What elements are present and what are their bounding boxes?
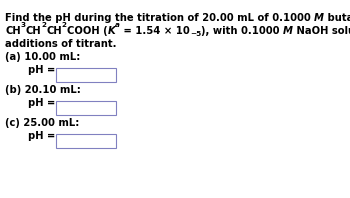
Text: a: a: [115, 22, 120, 28]
Text: additions of titrant.: additions of titrant.: [5, 39, 117, 49]
Text: Find the pH during the titration of 20.00 mL of 0.1000: Find the pH during the titration of 20.0…: [5, 13, 314, 23]
Text: CH: CH: [46, 26, 62, 36]
Text: CH: CH: [5, 26, 21, 36]
Text: pH =: pH =: [28, 98, 55, 108]
Text: 2: 2: [62, 22, 67, 28]
Text: 3: 3: [21, 22, 26, 28]
Text: NaOH solution after the following: NaOH solution after the following: [293, 26, 350, 36]
Text: = 1.54 × 10: = 1.54 × 10: [120, 26, 190, 36]
Text: M: M: [314, 13, 324, 23]
Text: pH =: pH =: [28, 65, 55, 75]
Text: COOH (: COOH (: [67, 26, 107, 36]
Text: (a) 10.00 mL:: (a) 10.00 mL:: [5, 52, 80, 62]
Text: (c) 25.00 mL:: (c) 25.00 mL:: [5, 118, 79, 128]
Bar: [56, 134, 116, 148]
Text: K: K: [107, 26, 115, 36]
Bar: [56, 101, 116, 115]
Text: (b) 20.10 mL:: (b) 20.10 mL:: [5, 85, 81, 95]
Text: pH =: pH =: [28, 131, 55, 141]
Text: M: M: [283, 26, 293, 36]
Text: ), with 0.1000: ), with 0.1000: [201, 26, 283, 36]
Text: CH: CH: [26, 26, 41, 36]
Text: 2: 2: [41, 22, 46, 28]
Text: butanoic acid,: butanoic acid,: [324, 13, 350, 23]
Bar: [56, 68, 116, 82]
Text: −5: −5: [190, 31, 201, 37]
